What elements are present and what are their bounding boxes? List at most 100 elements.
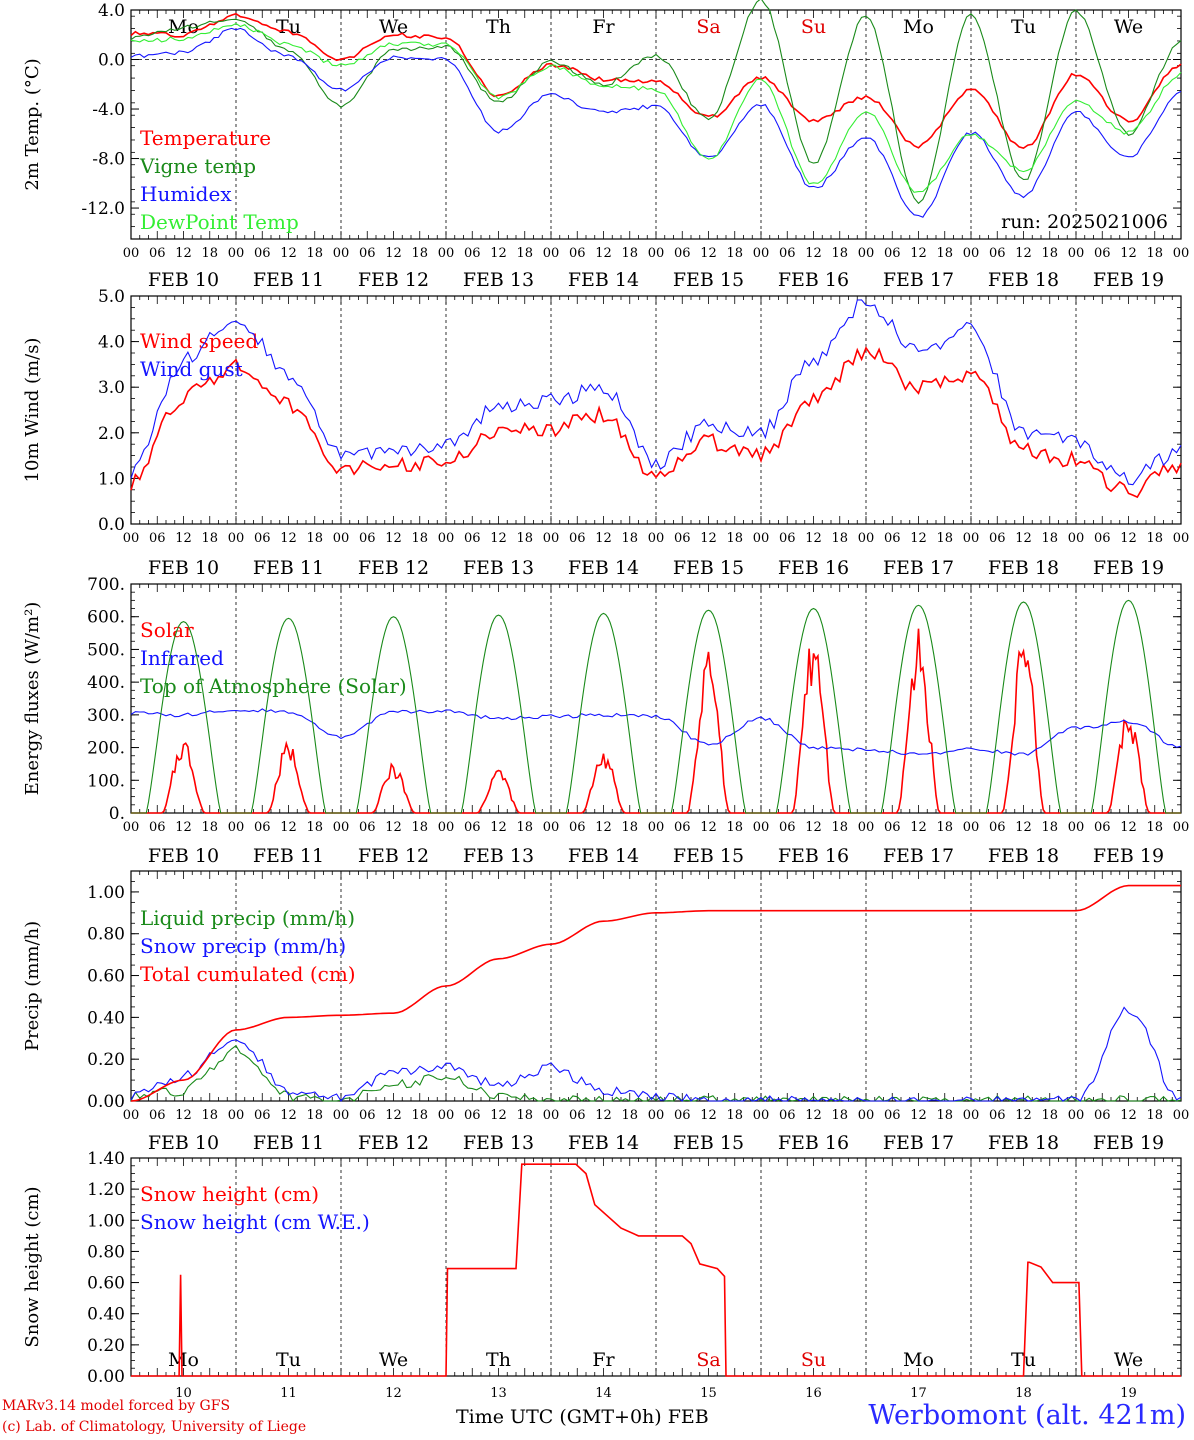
- hour-tick-label: 06: [674, 820, 691, 835]
- hour-tick-label: 00: [123, 531, 140, 546]
- date-label: FEB 15: [673, 557, 744, 579]
- hour-tick-label: 18: [831, 246, 848, 261]
- hour-tick-label: 00: [858, 820, 875, 835]
- y-tick-label: -12.0: [81, 199, 125, 219]
- hour-tick-label: 00: [333, 246, 350, 261]
- day-number-label: 13: [490, 1386, 507, 1401]
- date-label: FEB 10: [148, 269, 219, 291]
- hour-tick-label: 18: [831, 1108, 848, 1123]
- y-tick-label: 5.0: [98, 287, 125, 307]
- day-number-label: 11: [280, 1386, 297, 1401]
- hour-tick-label: 00: [963, 246, 980, 261]
- legend-entry: Snow height (cm W.E.): [140, 1210, 370, 1234]
- day-name-label: Mo: [168, 1349, 199, 1371]
- hour-tick-label: 06: [884, 246, 901, 261]
- date-label: FEB 18: [988, 1132, 1059, 1154]
- hour-tick-label: 06: [569, 1108, 586, 1123]
- day-number-label: 17: [910, 1386, 927, 1401]
- y-tick-label: 4.0: [98, 1, 125, 21]
- date-label: FEB 14: [568, 845, 639, 867]
- hour-tick-label: 12: [805, 1108, 822, 1123]
- hour-tick-label: 00: [543, 246, 560, 261]
- day-name-label: Sa: [696, 16, 720, 38]
- hour-tick-label: 06: [1094, 531, 1111, 546]
- day-name-label: Tu: [1011, 16, 1036, 38]
- hour-tick-label: 12: [490, 531, 507, 546]
- hour-tick-label: 12: [595, 1108, 612, 1123]
- hour-tick-label: 12: [700, 820, 717, 835]
- y-tick-label: 1.40: [87, 1149, 125, 1169]
- date-label: FEB 12: [358, 269, 429, 291]
- hour-tick-label: 06: [569, 531, 586, 546]
- hour-tick-label: 06: [359, 1108, 376, 1123]
- y-tick-label: 300.: [87, 706, 125, 726]
- date-label: FEB 12: [358, 557, 429, 579]
- y-tick-label: 1.20: [87, 1180, 125, 1200]
- hour-tick-label: 06: [884, 1108, 901, 1123]
- hour-tick-label: 18: [1146, 1108, 1163, 1123]
- hour-tick-label: 06: [1094, 820, 1111, 835]
- series-line-dewpoint-temp: [130, 22, 1182, 193]
- hour-tick-label: 06: [359, 820, 376, 835]
- y-tick-label: 0.60: [87, 1274, 125, 1294]
- hour-tick-label: 18: [726, 1108, 743, 1123]
- hour-tick-label: 06: [569, 246, 586, 261]
- y-tick-label: 3.0: [98, 378, 125, 398]
- hour-tick-label: 18: [1041, 820, 1058, 835]
- hour-tick-label: 06: [254, 531, 271, 546]
- hour-tick-label: 06: [989, 820, 1006, 835]
- panel-temperature: 4.0 0.0 -4.0 -8.0 -12.0 2m Temp. (°C) 00 06 12 18…: [22, 0, 1189, 291]
- hour-tick-label: 12: [910, 531, 927, 546]
- hour-tick-label: 12: [700, 1108, 717, 1123]
- hour-tick-label: 00: [1068, 820, 1085, 835]
- hour-tick-label: 12: [1120, 1108, 1137, 1123]
- hour-tick-label: 18: [936, 246, 953, 261]
- hour-tick-label: 00: [228, 820, 245, 835]
- hour-tick-label: 18: [621, 820, 638, 835]
- day-name-label: Th: [486, 1349, 511, 1371]
- hour-tick-label: 18: [831, 531, 848, 546]
- y-tick-label: 0.60: [87, 967, 125, 987]
- hour-tick-label: 00: [963, 1108, 980, 1123]
- hour-tick-label: 06: [779, 531, 796, 546]
- series-line-humidex: [130, 27, 1182, 218]
- series-line-temperature: [130, 12, 1182, 149]
- hour-tick-label: 00: [963, 820, 980, 835]
- legend-entry: Total cumulated (cm): [140, 962, 356, 986]
- hour-tick-label: 12: [280, 531, 297, 546]
- legend-entry: Snow height (cm): [140, 1182, 319, 1206]
- date-label: FEB 19: [1093, 557, 1164, 579]
- day-name-label: We: [379, 16, 408, 38]
- day-number-label: 14: [595, 1386, 612, 1401]
- run-label: run: 2025021006: [1001, 211, 1168, 233]
- station-name: Werbomont (alt. 421m): [868, 1400, 1186, 1431]
- day-name-label: Su: [801, 16, 826, 38]
- hour-tick-label: 06: [149, 531, 166, 546]
- hour-tick-label: 00: [858, 246, 875, 261]
- date-label: FEB 17: [883, 269, 954, 291]
- hour-tick-label: 00: [1173, 1108, 1190, 1123]
- day-number-label: 12: [385, 1386, 402, 1401]
- y-tick-label: 700.: [87, 575, 125, 595]
- hour-tick-label: 12: [595, 246, 612, 261]
- hour-tick-label: 06: [149, 820, 166, 835]
- panel-precip: 1.00 0.80 0.60 0.40 0.20 0.00 Precip (mm/h) 00 0…: [22, 870, 1190, 1154]
- hour-tick-label: 00: [1068, 531, 1085, 546]
- date-label: FEB 17: [883, 557, 954, 579]
- hour-tick-label: 12: [1015, 1108, 1032, 1123]
- panel-snow: 1.40 1.20 1.00 0.80 0.60 0.40 0.20 0.00 Snow hei…: [22, 1149, 1182, 1401]
- hour-tick-label: 12: [175, 1108, 192, 1123]
- hour-tick-label: 06: [149, 1108, 166, 1123]
- date-label: FEB 12: [358, 845, 429, 867]
- hour-tick-label: 12: [385, 1108, 402, 1123]
- hour-tick-label: 00: [123, 1108, 140, 1123]
- day-number-label: 15: [700, 1386, 717, 1401]
- legend-entry: Solar: [140, 618, 194, 642]
- hour-tick-label: 00: [858, 531, 875, 546]
- hour-tick-label: 12: [700, 246, 717, 261]
- y-tick-label: 0.20: [87, 1336, 125, 1356]
- hour-tick-label: 06: [989, 1108, 1006, 1123]
- hour-tick-label: 12: [1120, 531, 1137, 546]
- y-tick-label: 0.80: [87, 925, 125, 945]
- y-tick-label: -8.0: [92, 150, 125, 170]
